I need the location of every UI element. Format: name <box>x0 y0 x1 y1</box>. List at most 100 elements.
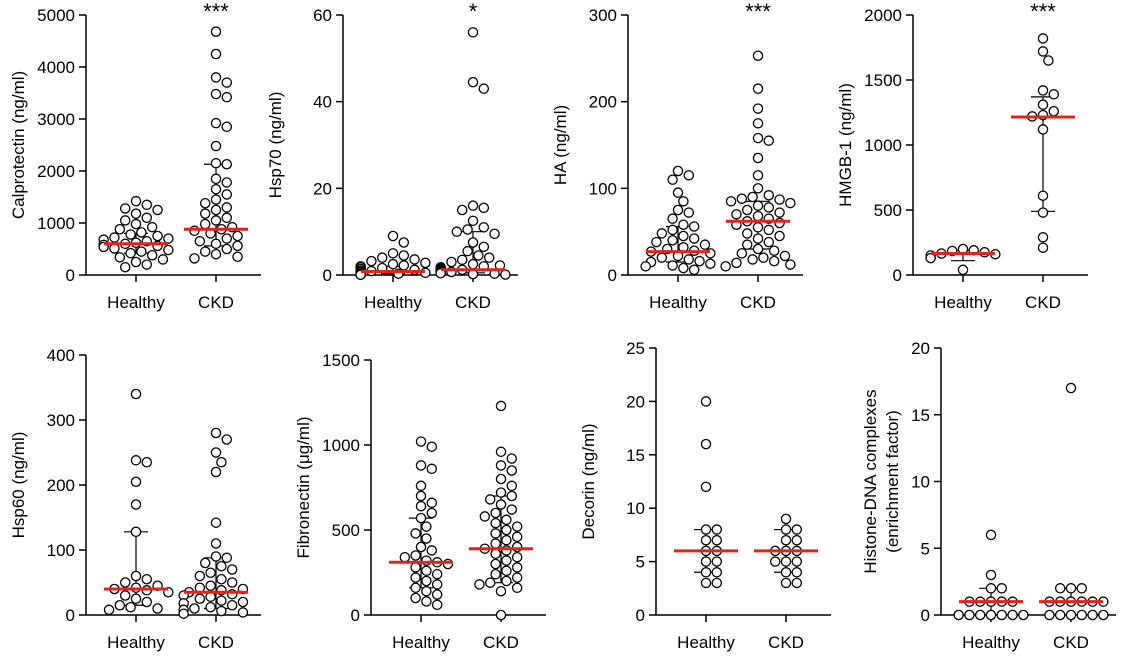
data-point <box>511 541 523 553</box>
series-healthy <box>925 243 1001 276</box>
data-point <box>506 453 518 464</box>
data-point <box>511 531 523 543</box>
y-tick-label: 1500 <box>864 71 902 90</box>
data-point <box>779 250 791 262</box>
data-point <box>501 514 512 526</box>
data-point <box>152 603 163 614</box>
x-category-label: Healthy <box>649 293 707 312</box>
data-point <box>415 512 427 524</box>
x-category-label: Healthy <box>107 293 165 312</box>
data-point <box>194 235 206 247</box>
data-point <box>221 91 233 103</box>
data-point <box>210 88 222 100</box>
data-point <box>410 572 421 583</box>
data-point <box>506 465 518 476</box>
data-point <box>146 249 158 261</box>
data-point <box>431 568 443 580</box>
data-point <box>683 207 695 218</box>
data-point <box>985 609 997 621</box>
data-point <box>442 558 454 570</box>
data-point <box>221 77 233 88</box>
data-point <box>506 504 518 515</box>
data-point <box>210 238 222 250</box>
data-point <box>483 252 495 263</box>
data-point <box>119 261 131 273</box>
significance-marker: *** <box>1030 0 1056 24</box>
data-point <box>490 558 501 570</box>
data-point <box>410 582 421 594</box>
data-point <box>651 236 662 248</box>
data-point <box>410 592 421 604</box>
significance-marker: * <box>469 0 478 24</box>
series-ckd <box>1011 33 1075 253</box>
data-point <box>736 193 748 204</box>
x-category-label: Healthy <box>392 633 450 652</box>
data-point <box>747 191 758 203</box>
data-point <box>769 556 781 567</box>
data-point <box>752 152 764 164</box>
y-axis-title: Hsp60 (ng/ml) <box>9 432 28 539</box>
data-point <box>711 577 723 589</box>
data-point <box>725 196 737 207</box>
data-point <box>199 218 211 230</box>
data-point <box>688 221 700 232</box>
data-point <box>672 165 684 177</box>
data-point <box>210 538 222 549</box>
data-point <box>119 590 131 601</box>
y-tick-label: 2000 <box>37 162 75 181</box>
data-point <box>1065 583 1077 594</box>
y-tick-label: 1000 <box>37 214 75 233</box>
data-point <box>189 603 200 614</box>
series-ckd <box>754 513 818 589</box>
y-tick-label: 400 <box>47 346 75 365</box>
data-point <box>221 202 233 213</box>
y-tick-label: 5 <box>921 539 930 558</box>
data-point <box>210 447 222 458</box>
data-point <box>479 511 491 522</box>
data-point <box>119 577 131 588</box>
series-ckd <box>184 26 248 264</box>
data-point <box>1054 609 1066 621</box>
y-axis-title: Decorin (ng/ml) <box>579 423 598 539</box>
data-point <box>456 204 468 216</box>
data-point <box>141 259 153 270</box>
x-category-label: CKD <box>740 293 776 312</box>
data-point <box>490 568 501 580</box>
data-point <box>467 258 479 270</box>
data-point <box>511 551 523 563</box>
data-point <box>752 222 764 233</box>
data-point <box>1048 89 1060 100</box>
data-point <box>467 76 479 88</box>
data-point <box>410 528 421 539</box>
y-tick-label: 0 <box>66 266 75 285</box>
data-point <box>216 605 227 617</box>
data-point <box>495 446 507 458</box>
data-point <box>210 157 222 169</box>
data-point <box>415 541 427 553</box>
data-point <box>501 524 512 536</box>
data-point <box>232 240 243 252</box>
y-tick-label: 0 <box>323 266 332 285</box>
data-point <box>478 202 490 214</box>
data-point <box>791 577 803 589</box>
data-point <box>678 230 689 242</box>
data-point <box>763 202 775 213</box>
chart-panel-hmgb1: 0 500 1000 1500 2000 Healthy CKD HMGB-1 (ng/ml)… <box>836 0 1088 312</box>
data-point <box>731 257 742 269</box>
data-point <box>700 481 712 493</box>
data-point <box>415 436 427 447</box>
data-point <box>210 248 222 260</box>
series-healthy <box>355 230 431 281</box>
chart-panel-hsp60: 0 100 200 300 400 Healthy CKD Hsp60 (ng/ml) <box>9 346 261 652</box>
data-point <box>752 170 764 181</box>
data-point <box>501 534 512 546</box>
data-point <box>221 243 233 255</box>
x-category-label: Healthy <box>364 293 422 312</box>
y-tick-label: 15 <box>911 406 930 425</box>
data-point <box>125 247 136 259</box>
data-point <box>446 256 457 268</box>
data-point <box>953 609 964 621</box>
data-point <box>711 567 723 578</box>
data-point <box>711 556 723 567</box>
